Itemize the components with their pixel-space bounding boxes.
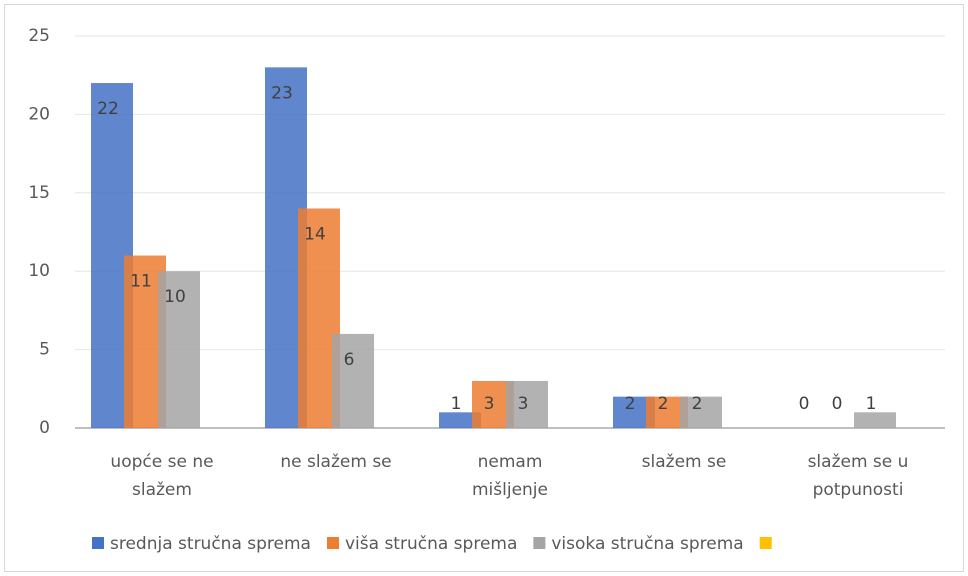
y-tick-label: 10 <box>28 261 50 281</box>
legend-label: visoka stručna sprema <box>551 534 743 554</box>
x-tick-label: uopće se ne slažem <box>110 452 213 500</box>
data-label: 22 <box>97 99 119 119</box>
data-label: 1 <box>866 394 877 414</box>
data-label: 2 <box>692 394 703 414</box>
data-label: 2 <box>625 394 636 414</box>
bar <box>854 412 896 428</box>
data-label: 3 <box>484 394 495 414</box>
legend-swatch <box>92 537 104 549</box>
data-label: 2 <box>658 394 669 414</box>
data-label: 14 <box>304 224 326 244</box>
y-tick-label: 20 <box>28 104 50 124</box>
y-tick-label: 0 <box>39 418 50 438</box>
legend-swatch <box>759 537 772 549</box>
x-tick-label: slažem se u potpunosti <box>808 452 909 500</box>
legend-label: srednja stručna sprema <box>110 534 311 554</box>
data-label: 6 <box>344 350 355 370</box>
y-tick-label: 25 <box>28 26 50 46</box>
bar <box>332 333 374 428</box>
data-label: 0 <box>799 394 810 414</box>
data-label: 11 <box>130 272 152 292</box>
legend-swatch <box>533 537 546 549</box>
x-tick-label: ne slažem se <box>280 452 391 472</box>
bar <box>506 380 548 428</box>
data-label: 10 <box>164 287 186 307</box>
y-tick-label: 5 <box>39 340 50 360</box>
data-label: 0 <box>832 394 843 414</box>
bar <box>439 412 481 428</box>
bar <box>680 396 722 428</box>
bar <box>158 271 200 428</box>
data-label: 3 <box>518 394 529 414</box>
legend-label: viša stručna sprema <box>345 534 517 554</box>
x-tick-label: nemam mišljenje <box>472 452 548 500</box>
data-label: 1 <box>451 394 462 414</box>
data-label: 23 <box>271 83 293 103</box>
x-tick-label: slažem se <box>642 452 727 472</box>
y-tick-label: 15 <box>28 183 50 203</box>
legend-swatch <box>326 537 339 549</box>
